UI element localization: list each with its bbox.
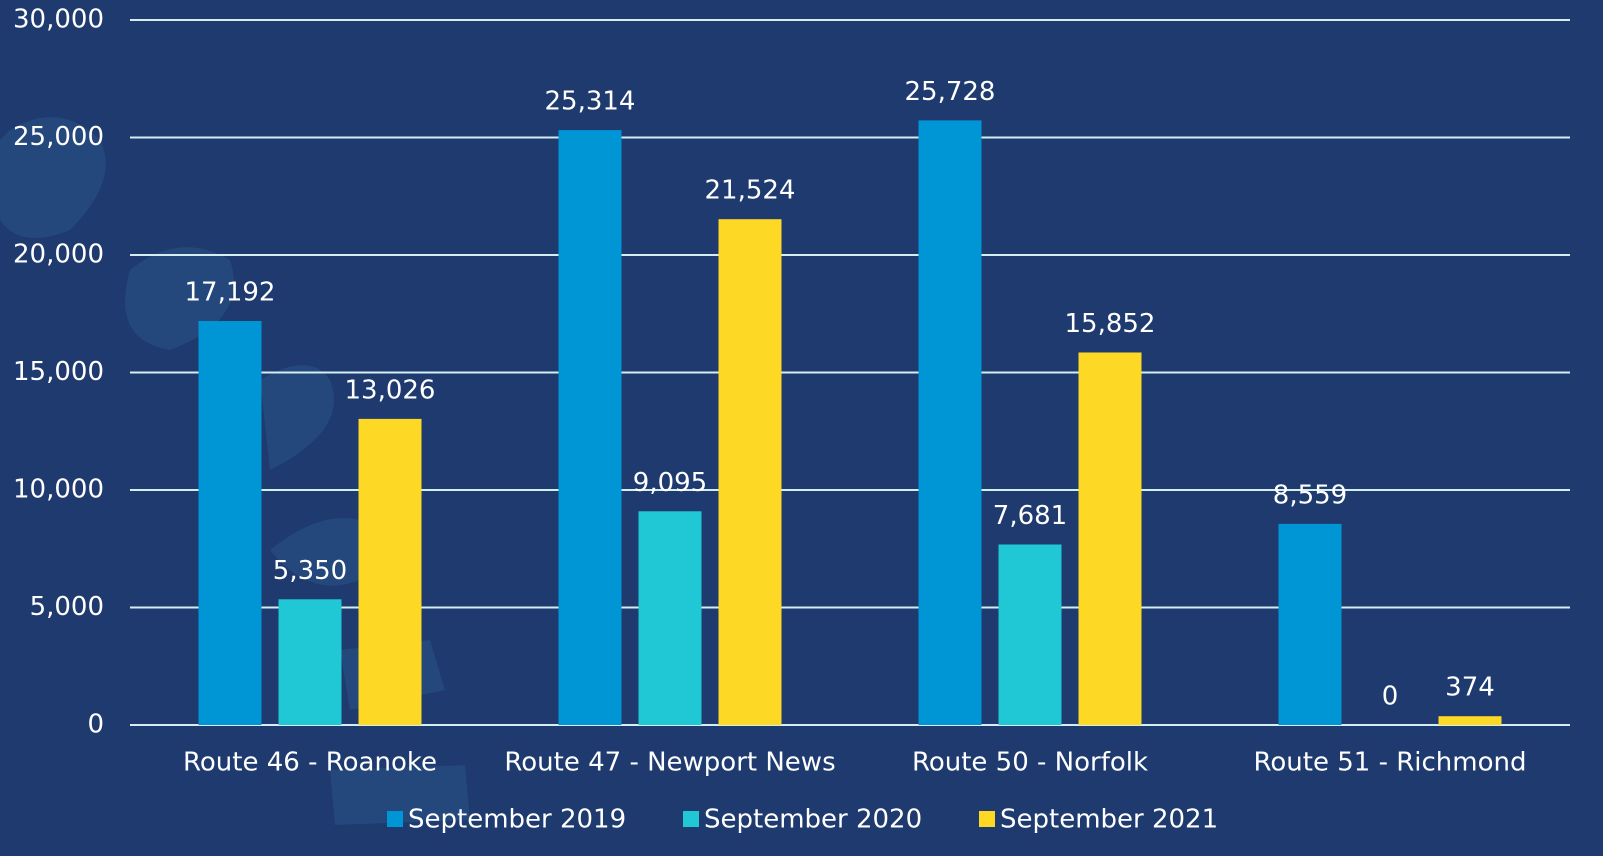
y-tick-label: 5,000 [30, 592, 104, 622]
legend-swatch [683, 811, 699, 827]
bar [718, 219, 782, 725]
x-tick-label: Route 50 - Norfolk [912, 748, 1148, 778]
y-tick-label: 10,000 [13, 475, 104, 505]
data-label: 17,192 [185, 277, 276, 307]
y-tick-label: 0 [87, 710, 104, 740]
x-tick-label: Route 46 - Roanoke [183, 748, 437, 778]
bar [198, 320, 262, 725]
bar [358, 418, 422, 725]
data-label: 0 [1382, 682, 1399, 712]
legend-label: September 2020 [704, 805, 922, 835]
bar [1278, 523, 1342, 725]
legend-swatch [979, 811, 995, 827]
x-tick-label: Route 47 - Newport News [504, 748, 835, 778]
bar [278, 599, 342, 725]
data-label: 25,314 [545, 87, 636, 117]
x-tick-label: Route 51 - Richmond [1253, 748, 1526, 778]
legend-swatch [387, 811, 403, 827]
data-label: 25,728 [905, 77, 996, 107]
data-label: 8,559 [1273, 480, 1347, 510]
legend-label: September 2019 [408, 805, 626, 835]
y-tick-label: 30,000 [13, 5, 104, 35]
y-tick-label: 15,000 [13, 357, 104, 387]
bar [558, 130, 622, 726]
legend-label: September 2021 [1000, 805, 1218, 835]
y-tick-label: 25,000 [13, 122, 104, 152]
data-label: 374 [1445, 673, 1495, 703]
data-label: 15,852 [1065, 309, 1156, 339]
data-label: 13,026 [345, 375, 436, 405]
data-label: 9,095 [633, 468, 707, 498]
bar [1438, 716, 1502, 725]
data-label: 21,524 [705, 176, 796, 206]
data-label: 7,681 [993, 501, 1067, 531]
y-tick-label: 20,000 [13, 240, 104, 270]
bar [1078, 352, 1142, 725]
data-label: 5,350 [273, 556, 347, 586]
bar [918, 120, 982, 726]
bar [638, 511, 702, 725]
bar [998, 544, 1062, 725]
